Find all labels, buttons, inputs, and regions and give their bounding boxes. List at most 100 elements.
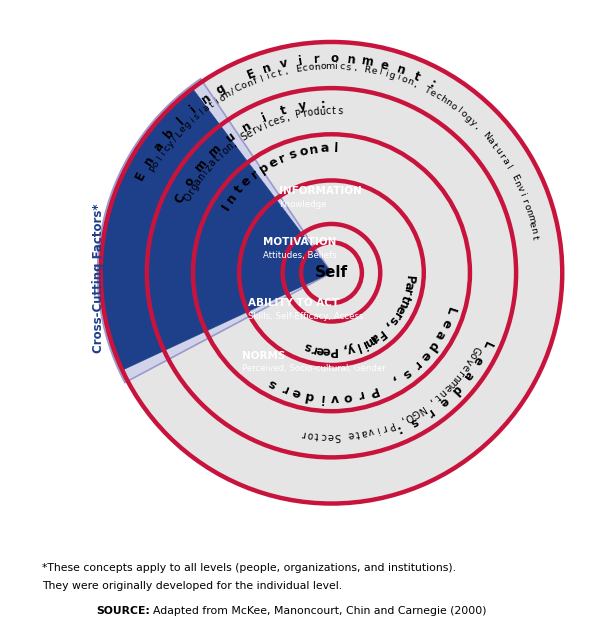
Text: c: c [301,63,308,73]
Text: n: n [451,372,462,383]
Text: :: : [393,423,403,436]
Text: e: e [327,431,334,441]
Text: Skills, Self-Efficacy, Access: Skills, Self-Efficacy, Access [248,312,363,321]
Text: l: l [175,115,187,127]
Text: Perceived, Socio-cultural, Gender: Perceived, Socio-cultural, Gender [242,364,386,373]
Text: e: e [379,58,390,73]
Text: r: r [520,197,529,204]
Text: i: i [265,72,271,82]
Text: i: i [395,73,400,82]
Text: t: t [489,142,499,150]
Wedge shape [98,79,331,382]
Text: i: i [260,111,269,124]
Text: r: r [423,406,436,419]
Text: o: o [307,107,314,118]
Text: n: n [261,61,273,76]
Text: v: v [463,356,475,366]
Text: a: a [202,103,212,114]
Circle shape [239,181,424,365]
Text: m: m [206,142,224,159]
Text: l: l [353,339,361,353]
Text: e: e [392,303,407,316]
Text: t: t [530,234,539,240]
Text: S: S [239,131,250,142]
Text: I: I [220,201,233,212]
Text: g: g [182,120,193,130]
Text: o: o [240,81,249,91]
Text: e: e [427,88,437,98]
Text: i: i [335,62,337,71]
Text: o: o [182,174,197,188]
Text: e: e [417,348,433,363]
Text: m: m [525,213,536,224]
Text: n: n [245,78,254,88]
Text: v: v [255,122,265,134]
Text: e: e [347,429,355,440]
Text: m: m [445,376,459,389]
Text: s: s [302,339,313,354]
Text: /: / [230,87,236,97]
Text: :: : [427,77,437,91]
Text: e: e [527,221,537,228]
Text: n: n [309,142,319,157]
Text: F: F [372,326,386,341]
Text: g: g [463,113,473,124]
Text: i: i [319,391,325,404]
Text: t: t [355,428,360,439]
Text: l: l [334,142,338,155]
Text: n: n [443,97,453,108]
Text: n: n [142,154,157,168]
Text: m: m [325,62,334,71]
Text: E: E [295,65,302,74]
Text: n: n [224,141,236,153]
Text: N: N [415,403,427,416]
Text: t: t [433,392,442,402]
Text: v: v [515,184,525,193]
Text: ABILITY TO ACT: ABILITY TO ACT [248,298,338,308]
Text: G: G [409,407,421,419]
Text: r: r [187,187,197,196]
Text: n: n [314,63,320,72]
Text: s: s [399,366,413,380]
Text: r: r [400,288,413,297]
Text: o: o [220,145,231,157]
Text: y: y [298,99,308,113]
Text: p: p [257,161,271,176]
Text: o: o [307,429,313,440]
Text: l: l [259,74,265,83]
Text: P: P [328,344,337,357]
Text: s: s [346,63,352,72]
Text: o: o [466,350,478,361]
Text: r: r [309,341,318,356]
Text: o: o [330,52,338,65]
Text: /: / [170,135,179,143]
Text: t: t [412,70,422,83]
Text: s: s [408,414,421,429]
Text: i: i [359,337,368,350]
Text: s: s [192,112,202,122]
Text: a: a [485,136,495,146]
Text: e: e [442,382,453,393]
Text: l: l [503,163,512,170]
Text: m: m [361,332,377,349]
Text: e: e [266,155,280,171]
Text: Attitudes, Beliefs: Attitudes, Beliefs [263,251,337,260]
Text: o: o [217,93,227,103]
Text: r: r [248,168,262,182]
Text: i: i [159,150,167,157]
Text: a: a [207,157,218,169]
Text: ,: , [353,63,357,73]
Text: G: G [469,344,482,355]
Circle shape [147,88,516,457]
Text: *These concepts apply to all levels (people, organizations, and institutions).: *These concepts apply to all levels (peo… [42,563,456,573]
Text: L: L [174,129,184,139]
Text: e: e [470,354,485,367]
Text: ,: , [382,319,395,331]
Text: y: y [346,340,356,355]
Text: v: v [367,426,375,436]
Text: ,: , [230,139,239,149]
Text: f: f [253,76,259,86]
Text: m: m [193,156,210,174]
Text: e: e [438,317,453,330]
Text: i: i [187,103,199,115]
